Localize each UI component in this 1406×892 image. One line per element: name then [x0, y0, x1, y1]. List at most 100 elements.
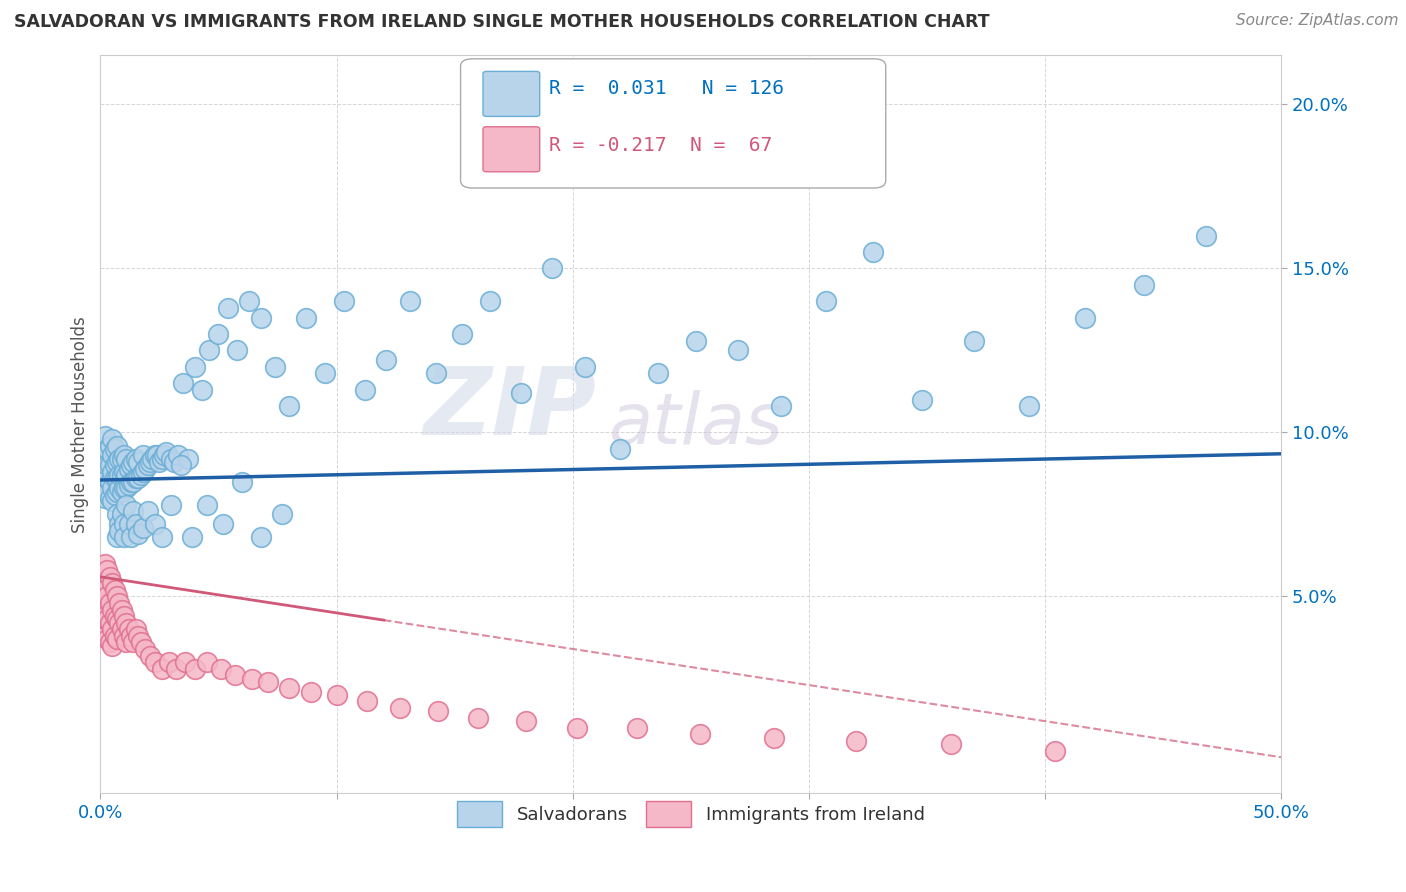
Point: [94, 629, 117, 643]
Point: [96, 590, 118, 604]
Point: [238, 294, 260, 309]
Point: [207, 326, 229, 341]
Point: [101, 576, 124, 591]
Point: [195, 498, 218, 512]
Point: [299, 684, 322, 698]
Point: [150, 662, 173, 676]
Point: [271, 508, 294, 522]
Point: [129, 635, 152, 649]
Point: [160, 498, 183, 512]
Point: [110, 602, 132, 616]
Point: [118, 517, 141, 532]
Point: [105, 590, 128, 604]
Point: [136, 458, 159, 473]
Point: [1133, 277, 1156, 292]
Point: [120, 475, 142, 489]
Text: SALVADORAN VS IMMIGRANTS FROM IRELAND SINGLE MOTHER HOUSEHOLDS CORRELATION CHART: SALVADORAN VS IMMIGRANTS FROM IRELAND SI…: [14, 13, 990, 31]
Point: [129, 468, 152, 483]
Point: [198, 343, 221, 358]
Point: [112, 609, 135, 624]
Point: [112, 531, 135, 545]
Point: [689, 727, 711, 741]
Point: [143, 449, 166, 463]
Point: [103, 458, 125, 473]
Point: [127, 527, 149, 541]
Point: [479, 294, 502, 309]
Point: [314, 367, 336, 381]
Point: [467, 711, 489, 725]
Point: [96, 442, 118, 456]
Point: [389, 701, 412, 715]
Point: [127, 455, 149, 469]
Point: [108, 524, 131, 538]
Point: [112, 517, 135, 532]
Point: [157, 655, 180, 669]
Point: [98, 596, 121, 610]
Text: Source: ZipAtlas.com: Source: ZipAtlas.com: [1236, 13, 1399, 29]
Point: [762, 731, 785, 745]
Point: [354, 383, 377, 397]
Point: [91, 570, 114, 584]
Point: [141, 451, 163, 466]
Point: [195, 655, 218, 669]
Point: [250, 310, 273, 325]
Point: [94, 465, 117, 479]
Text: R = -0.217  N =  67: R = -0.217 N = 67: [550, 136, 772, 155]
Point: [862, 245, 884, 260]
Point: [727, 343, 749, 358]
Point: [94, 609, 117, 624]
Point: [98, 458, 121, 473]
Point: [108, 468, 131, 483]
Point: [226, 343, 249, 358]
Text: R =  0.031   N = 126: R = 0.031 N = 126: [550, 78, 785, 98]
Point: [110, 484, 132, 499]
Point: [108, 451, 131, 466]
Point: [609, 442, 631, 456]
Point: [167, 449, 190, 463]
Point: [540, 261, 562, 276]
Point: [184, 662, 207, 676]
Point: [110, 622, 132, 636]
Point: [122, 504, 145, 518]
Point: [101, 449, 124, 463]
Point: [1043, 744, 1066, 758]
Point: [105, 484, 128, 499]
Point: [105, 471, 128, 485]
Point: [356, 694, 378, 708]
Point: [112, 465, 135, 479]
Point: [91, 596, 114, 610]
Point: [98, 635, 121, 649]
Point: [264, 359, 287, 374]
Point: [257, 674, 280, 689]
Point: [332, 294, 354, 309]
Point: [108, 481, 131, 495]
Point: [146, 449, 169, 463]
Point: [963, 334, 986, 348]
Point: [845, 734, 868, 748]
Point: [278, 399, 301, 413]
Point: [172, 376, 194, 391]
Point: [115, 615, 138, 630]
Legend: Salvadorans, Immigrants from Ireland: Salvadorans, Immigrants from Ireland: [449, 792, 934, 836]
Point: [103, 488, 125, 502]
Point: [110, 468, 132, 483]
Point: [278, 681, 301, 696]
Point: [101, 465, 124, 479]
Point: [769, 399, 792, 413]
Point: [212, 517, 235, 532]
Point: [103, 582, 125, 597]
Point: [112, 449, 135, 463]
Point: [105, 439, 128, 453]
Point: [98, 491, 121, 505]
Point: [509, 386, 531, 401]
Point: [105, 455, 128, 469]
Point: [91, 451, 114, 466]
Point: [139, 455, 162, 469]
FancyBboxPatch shape: [461, 59, 886, 188]
Point: [98, 570, 121, 584]
Point: [105, 508, 128, 522]
Point: [181, 531, 204, 545]
Point: [108, 596, 131, 610]
Point: [98, 439, 121, 453]
Point: [108, 517, 131, 532]
